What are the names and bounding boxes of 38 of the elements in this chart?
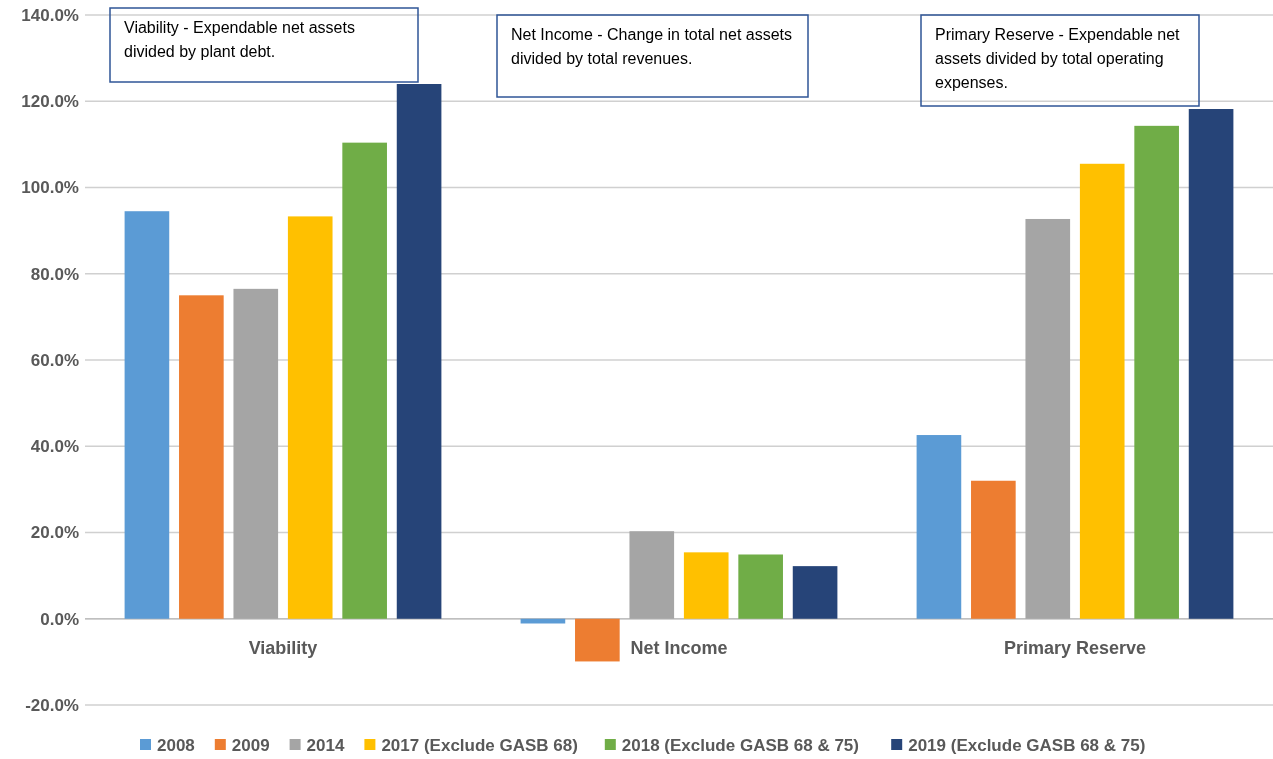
legend-label: 2009 bbox=[231, 735, 270, 755]
x-tick-label: Net Income bbox=[630, 637, 728, 658]
y-tick-label: 0.0% bbox=[40, 609, 79, 629]
bar bbox=[1134, 125, 1179, 619]
bar bbox=[792, 566, 838, 619]
bar bbox=[916, 435, 962, 619]
y-tick-label: 80.0% bbox=[30, 264, 79, 284]
legend-label: 2008 bbox=[157, 735, 195, 755]
annotation: Primary Reserve - Expendable net assets divided by total operating expenses. bbox=[934, 25, 1181, 93]
bar bbox=[1079, 163, 1125, 619]
legend-label: 2017 (Exclude GASB 68) bbox=[381, 735, 578, 755]
bar bbox=[683, 552, 729, 619]
bar bbox=[1188, 109, 1234, 619]
y-tick-label: 140.0% bbox=[21, 5, 79, 25]
bar bbox=[233, 288, 279, 619]
bar bbox=[738, 554, 783, 619]
y-tick-label: -20.0% bbox=[25, 695, 79, 715]
bar bbox=[396, 84, 442, 619]
y-tick-label: 60.0% bbox=[30, 350, 79, 370]
annotation: Net Income - Change in total net assets divided by total revenues. bbox=[510, 25, 794, 69]
annotation: Viability - Expendable net assets divided by plant debt. bbox=[123, 18, 356, 62]
bar bbox=[971, 480, 1016, 619]
x-tick-label: Viability bbox=[248, 637, 318, 658]
bar bbox=[575, 618, 620, 662]
y-tick-label: 40.0% bbox=[30, 437, 79, 457]
legend-label: 2019 (Exclude GASB 68 & 75) bbox=[908, 735, 1146, 755]
y-tick-label: 100.0% bbox=[21, 178, 79, 198]
legend-label: 2018 (Exclude GASB 68 & 75) bbox=[621, 735, 859, 755]
bar bbox=[629, 531, 675, 619]
y-tick-label: 120.0% bbox=[21, 92, 79, 112]
bar bbox=[1025, 218, 1071, 619]
bar bbox=[124, 211, 170, 619]
legend-label: 2014 bbox=[306, 735, 345, 755]
x-tick-label: Primary Reserve bbox=[1003, 637, 1147, 658]
bar bbox=[287, 216, 333, 619]
bar bbox=[179, 295, 224, 619]
y-tick-label: 20.0% bbox=[30, 523, 79, 543]
bar bbox=[342, 142, 387, 619]
